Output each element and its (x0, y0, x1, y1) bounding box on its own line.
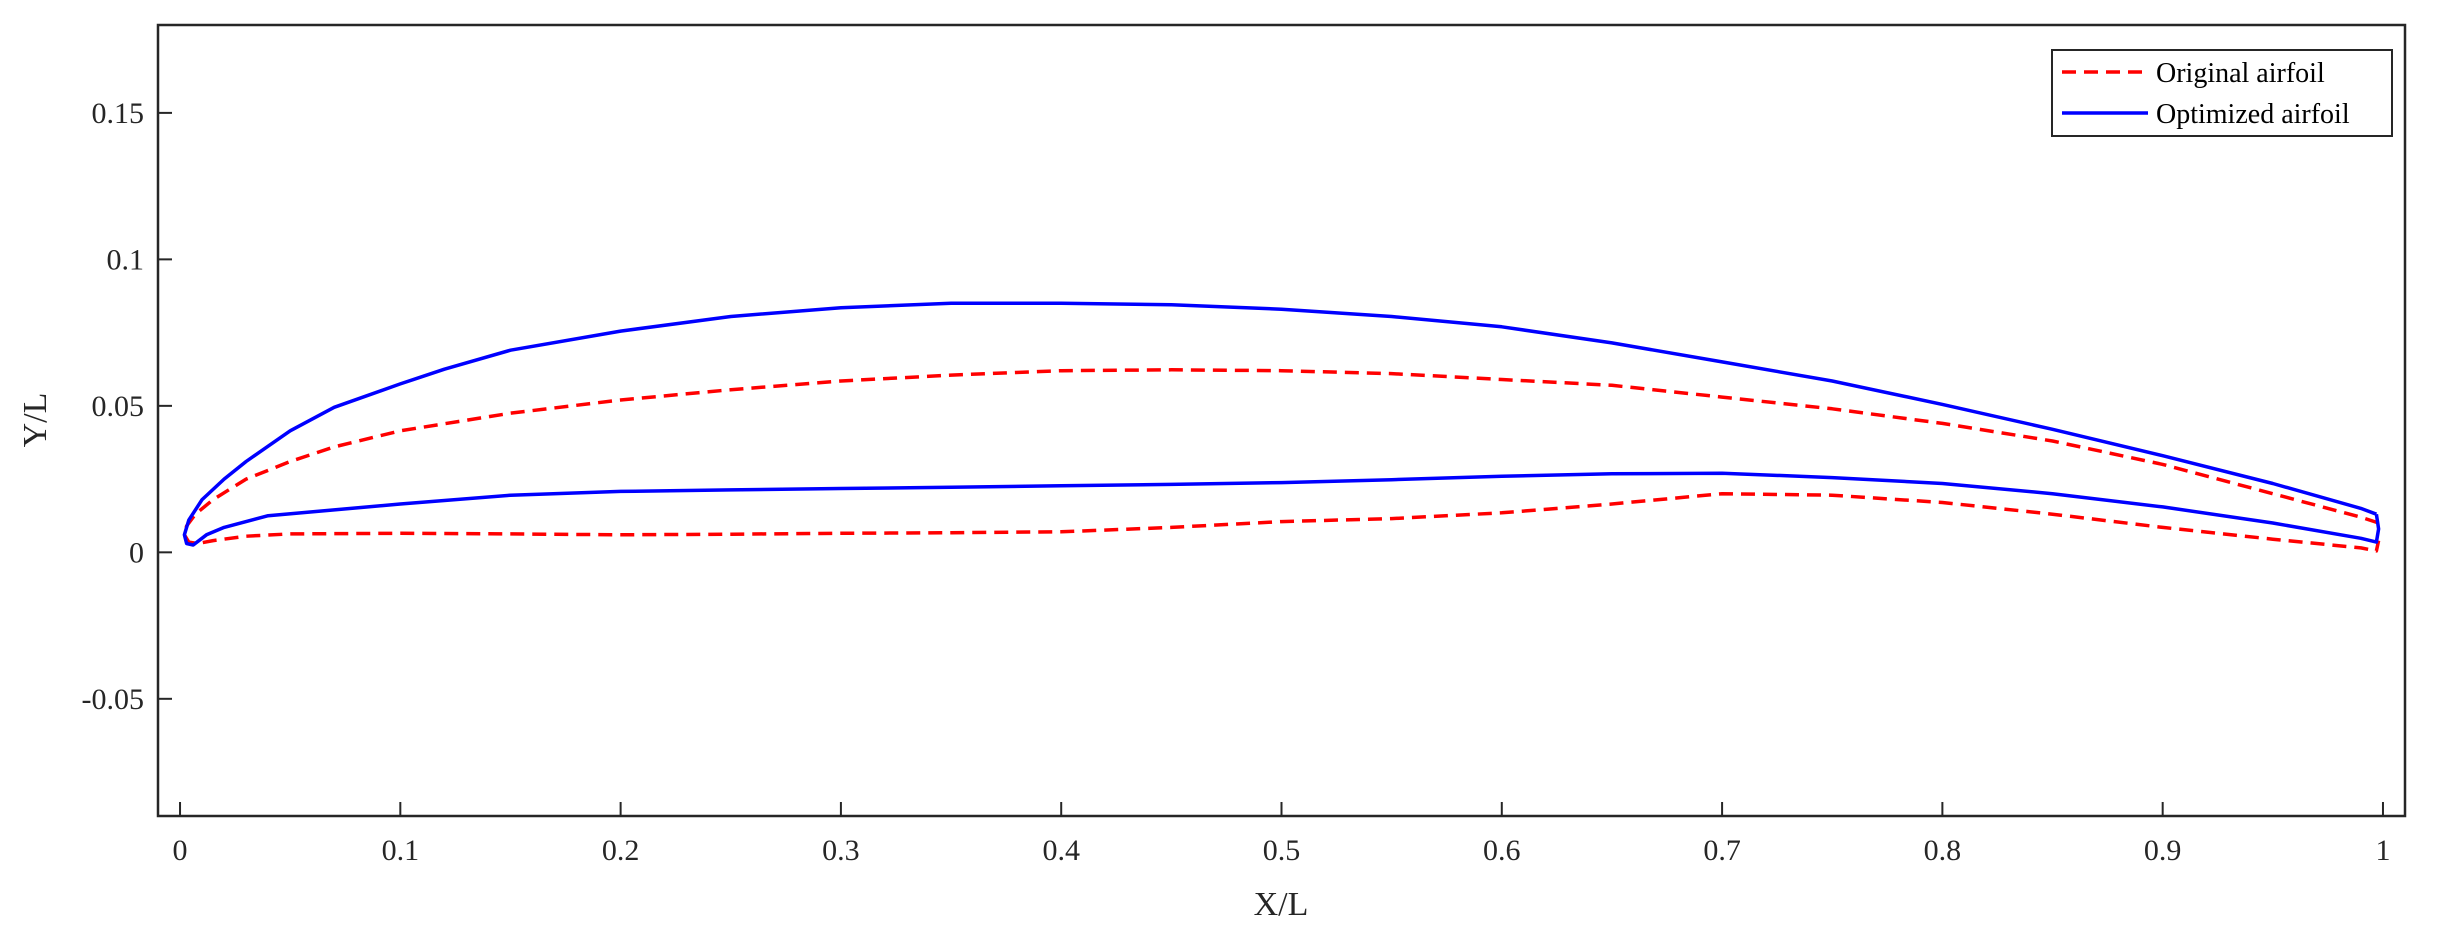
legend-label-original: Original airfoil (2156, 58, 2325, 89)
x-tick-label: 1 (2375, 834, 2390, 867)
y-axis-label: Y/L (17, 393, 54, 448)
tick-layer: 0 0.1 0.2 0.3 0.4 0.5 0.6 0.7 0.8 0.9 1 -0.05 0 0.05 0… (82, 97, 2391, 867)
legend: Original airfoil Optimized airfoil (2051, 49, 2393, 137)
y-tick-label: 0 (129, 536, 144, 569)
x-axis-label: X/L (1254, 886, 1309, 923)
plot-background (158, 25, 2405, 816)
x-tick-label: 0.3 (822, 834, 860, 867)
x-tick-label: 0.2 (602, 834, 640, 867)
x-tick-label: 0.8 (1924, 834, 1962, 867)
x-tick-label: 0.4 (1042, 834, 1080, 867)
x-tick-label: 0.1 (382, 834, 420, 867)
x-tick-label: 0.9 (2144, 834, 2182, 867)
series-layer (182, 301, 2381, 553)
legend-box (2051, 49, 2393, 137)
y-tick-label: 0.05 (92, 390, 145, 423)
y-tick-label: 0.15 (92, 97, 145, 130)
plot-frame (156, 23, 2407, 818)
x-tick-label: 0.5 (1263, 834, 1301, 867)
y-tick-label: 0.1 (107, 243, 145, 276)
x-tick-label: 0 (173, 834, 188, 867)
x-tick-label: 0.7 (1703, 834, 1741, 867)
y-tick-label: -0.05 (82, 683, 145, 716)
legend-label-optimized: Optimized airfoil (2156, 99, 2350, 130)
x-tick-label: 0.6 (1483, 834, 1521, 867)
series-line-optimized (182, 301, 2381, 547)
